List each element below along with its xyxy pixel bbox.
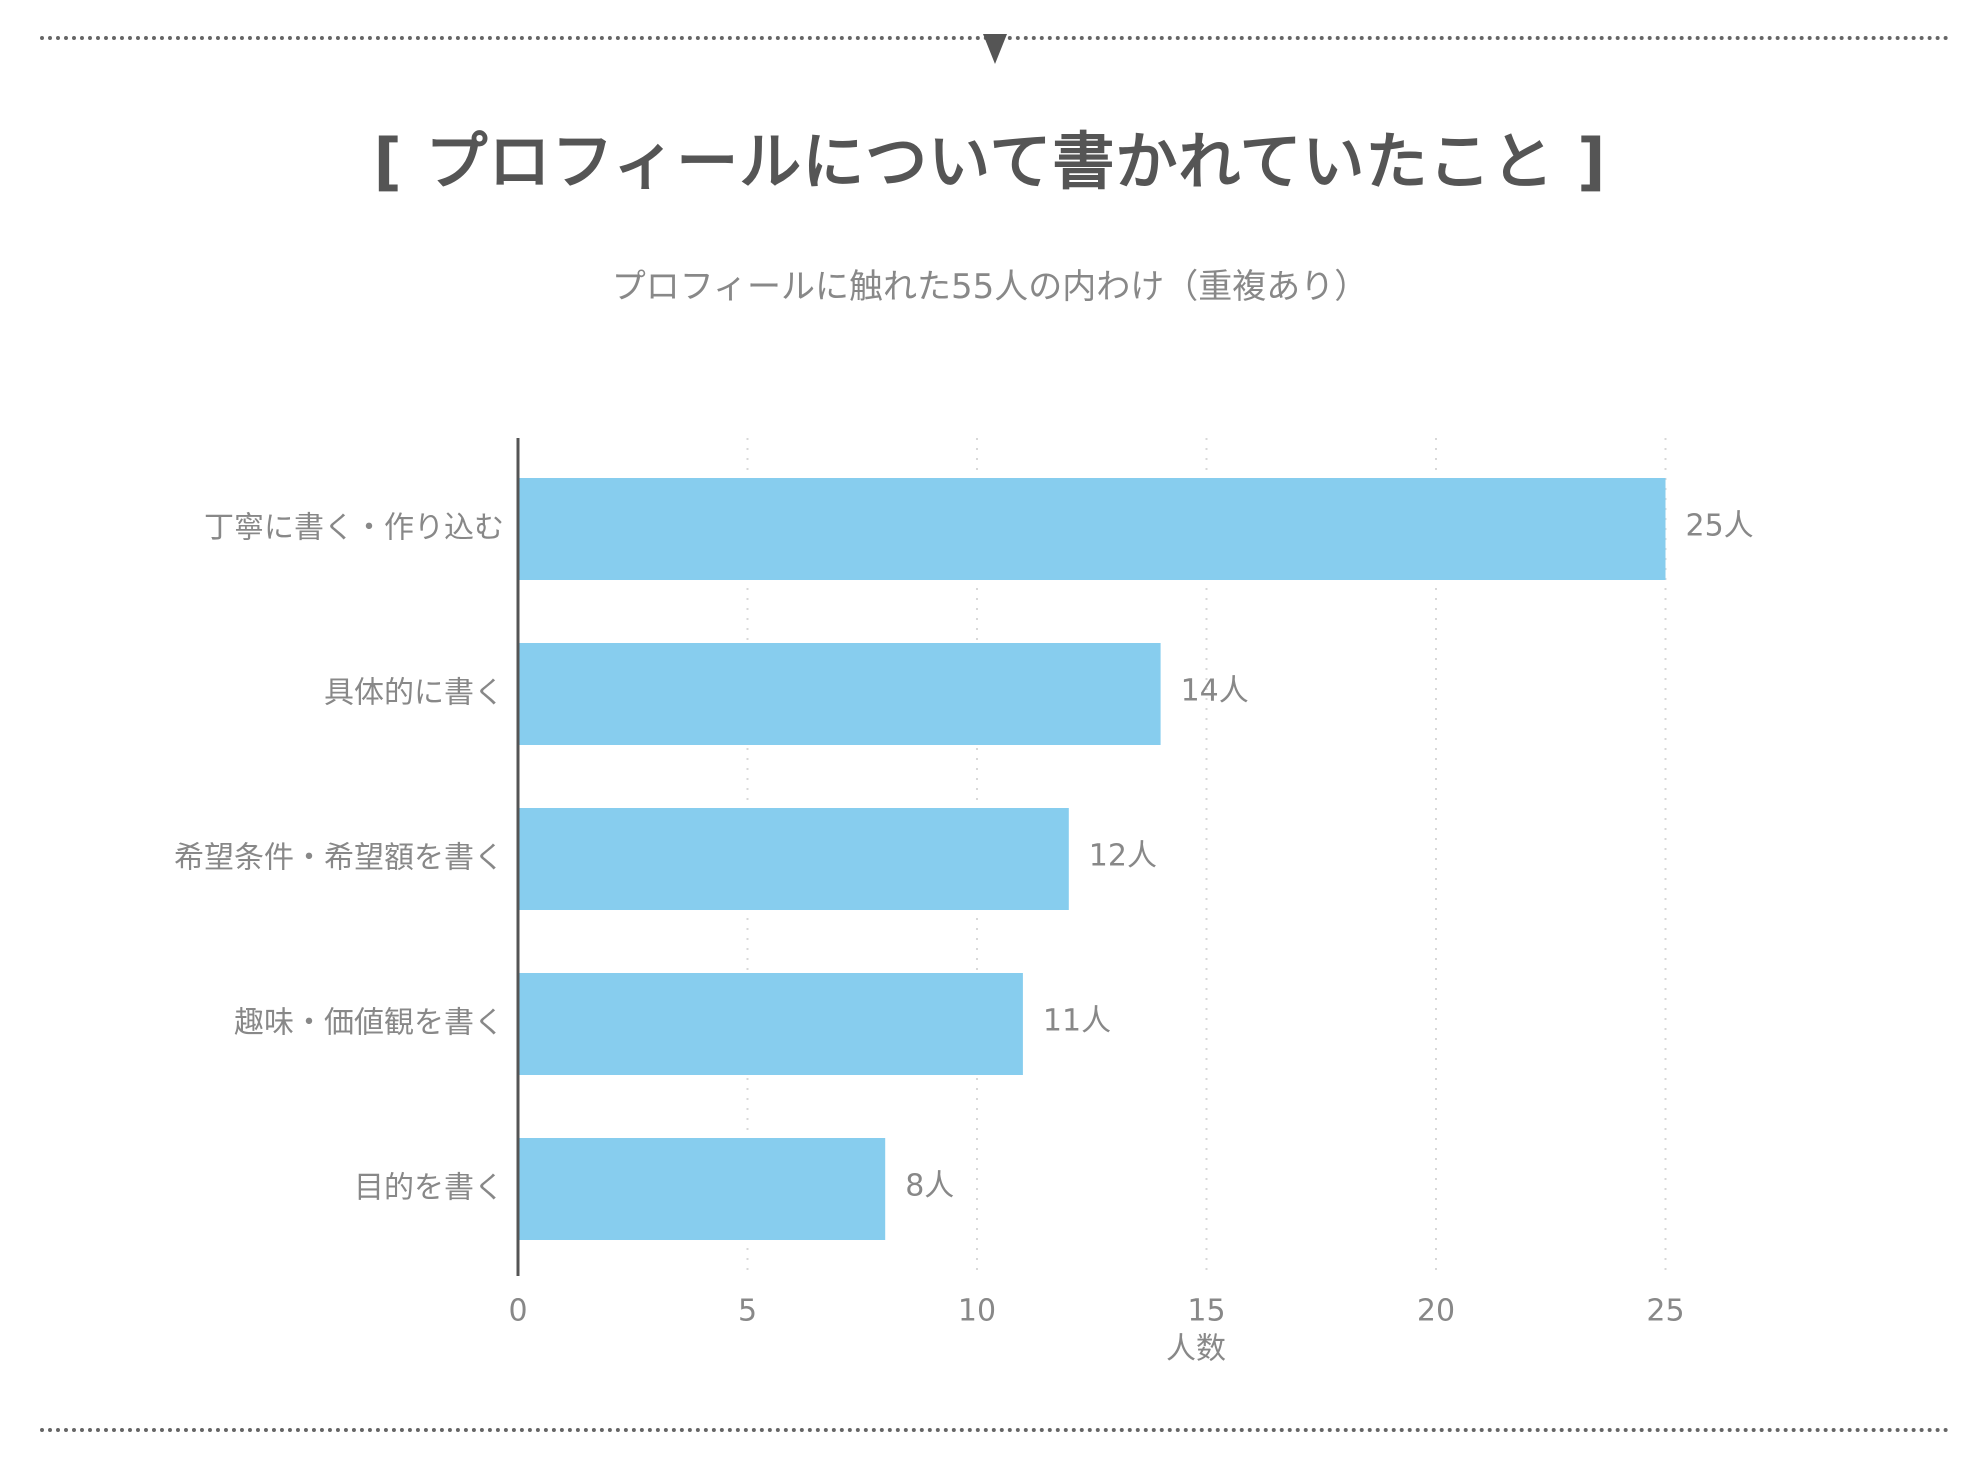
- x-tick-label: 15: [1187, 1294, 1225, 1329]
- value-label: 14人: [1181, 674, 1249, 709]
- page-title: [ プロフィールについて書かれていたこと ]: [373, 125, 1607, 198]
- category-label: 趣味・価値観を書く: [234, 1006, 504, 1041]
- x-tick-label: 0: [508, 1294, 527, 1329]
- value-label: 11人: [1043, 1004, 1111, 1039]
- category-label: 目的を書く: [354, 1171, 504, 1206]
- value-label: 8人: [905, 1169, 954, 1204]
- bottom-dotted-divider: [40, 1428, 1950, 1432]
- x-tick-label: 20: [1417, 1294, 1455, 1329]
- bar: [518, 478, 1666, 580]
- bar: [518, 973, 1023, 1075]
- x-axis-title: 人数: [1166, 1332, 1226, 1367]
- value-label: 25人: [1686, 509, 1754, 544]
- x-tick-label: 10: [958, 1294, 996, 1329]
- value-label: 12人: [1089, 839, 1157, 874]
- category-label: 具体的に書く: [324, 676, 504, 711]
- x-tick-label: 25: [1646, 1294, 1684, 1329]
- category-label: 丁寧に書く・作り込む: [204, 511, 504, 546]
- chart-subtitle: プロフィールに触れた55人の内わけ（重複あり）: [611, 267, 1369, 307]
- bar: [518, 808, 1069, 910]
- category-label: 希望条件・希望額を書く: [174, 841, 504, 876]
- down-triangle-icon: [983, 34, 1007, 64]
- bar: [518, 1138, 886, 1240]
- bar: [518, 643, 1161, 745]
- x-tick-label: 5: [738, 1294, 757, 1329]
